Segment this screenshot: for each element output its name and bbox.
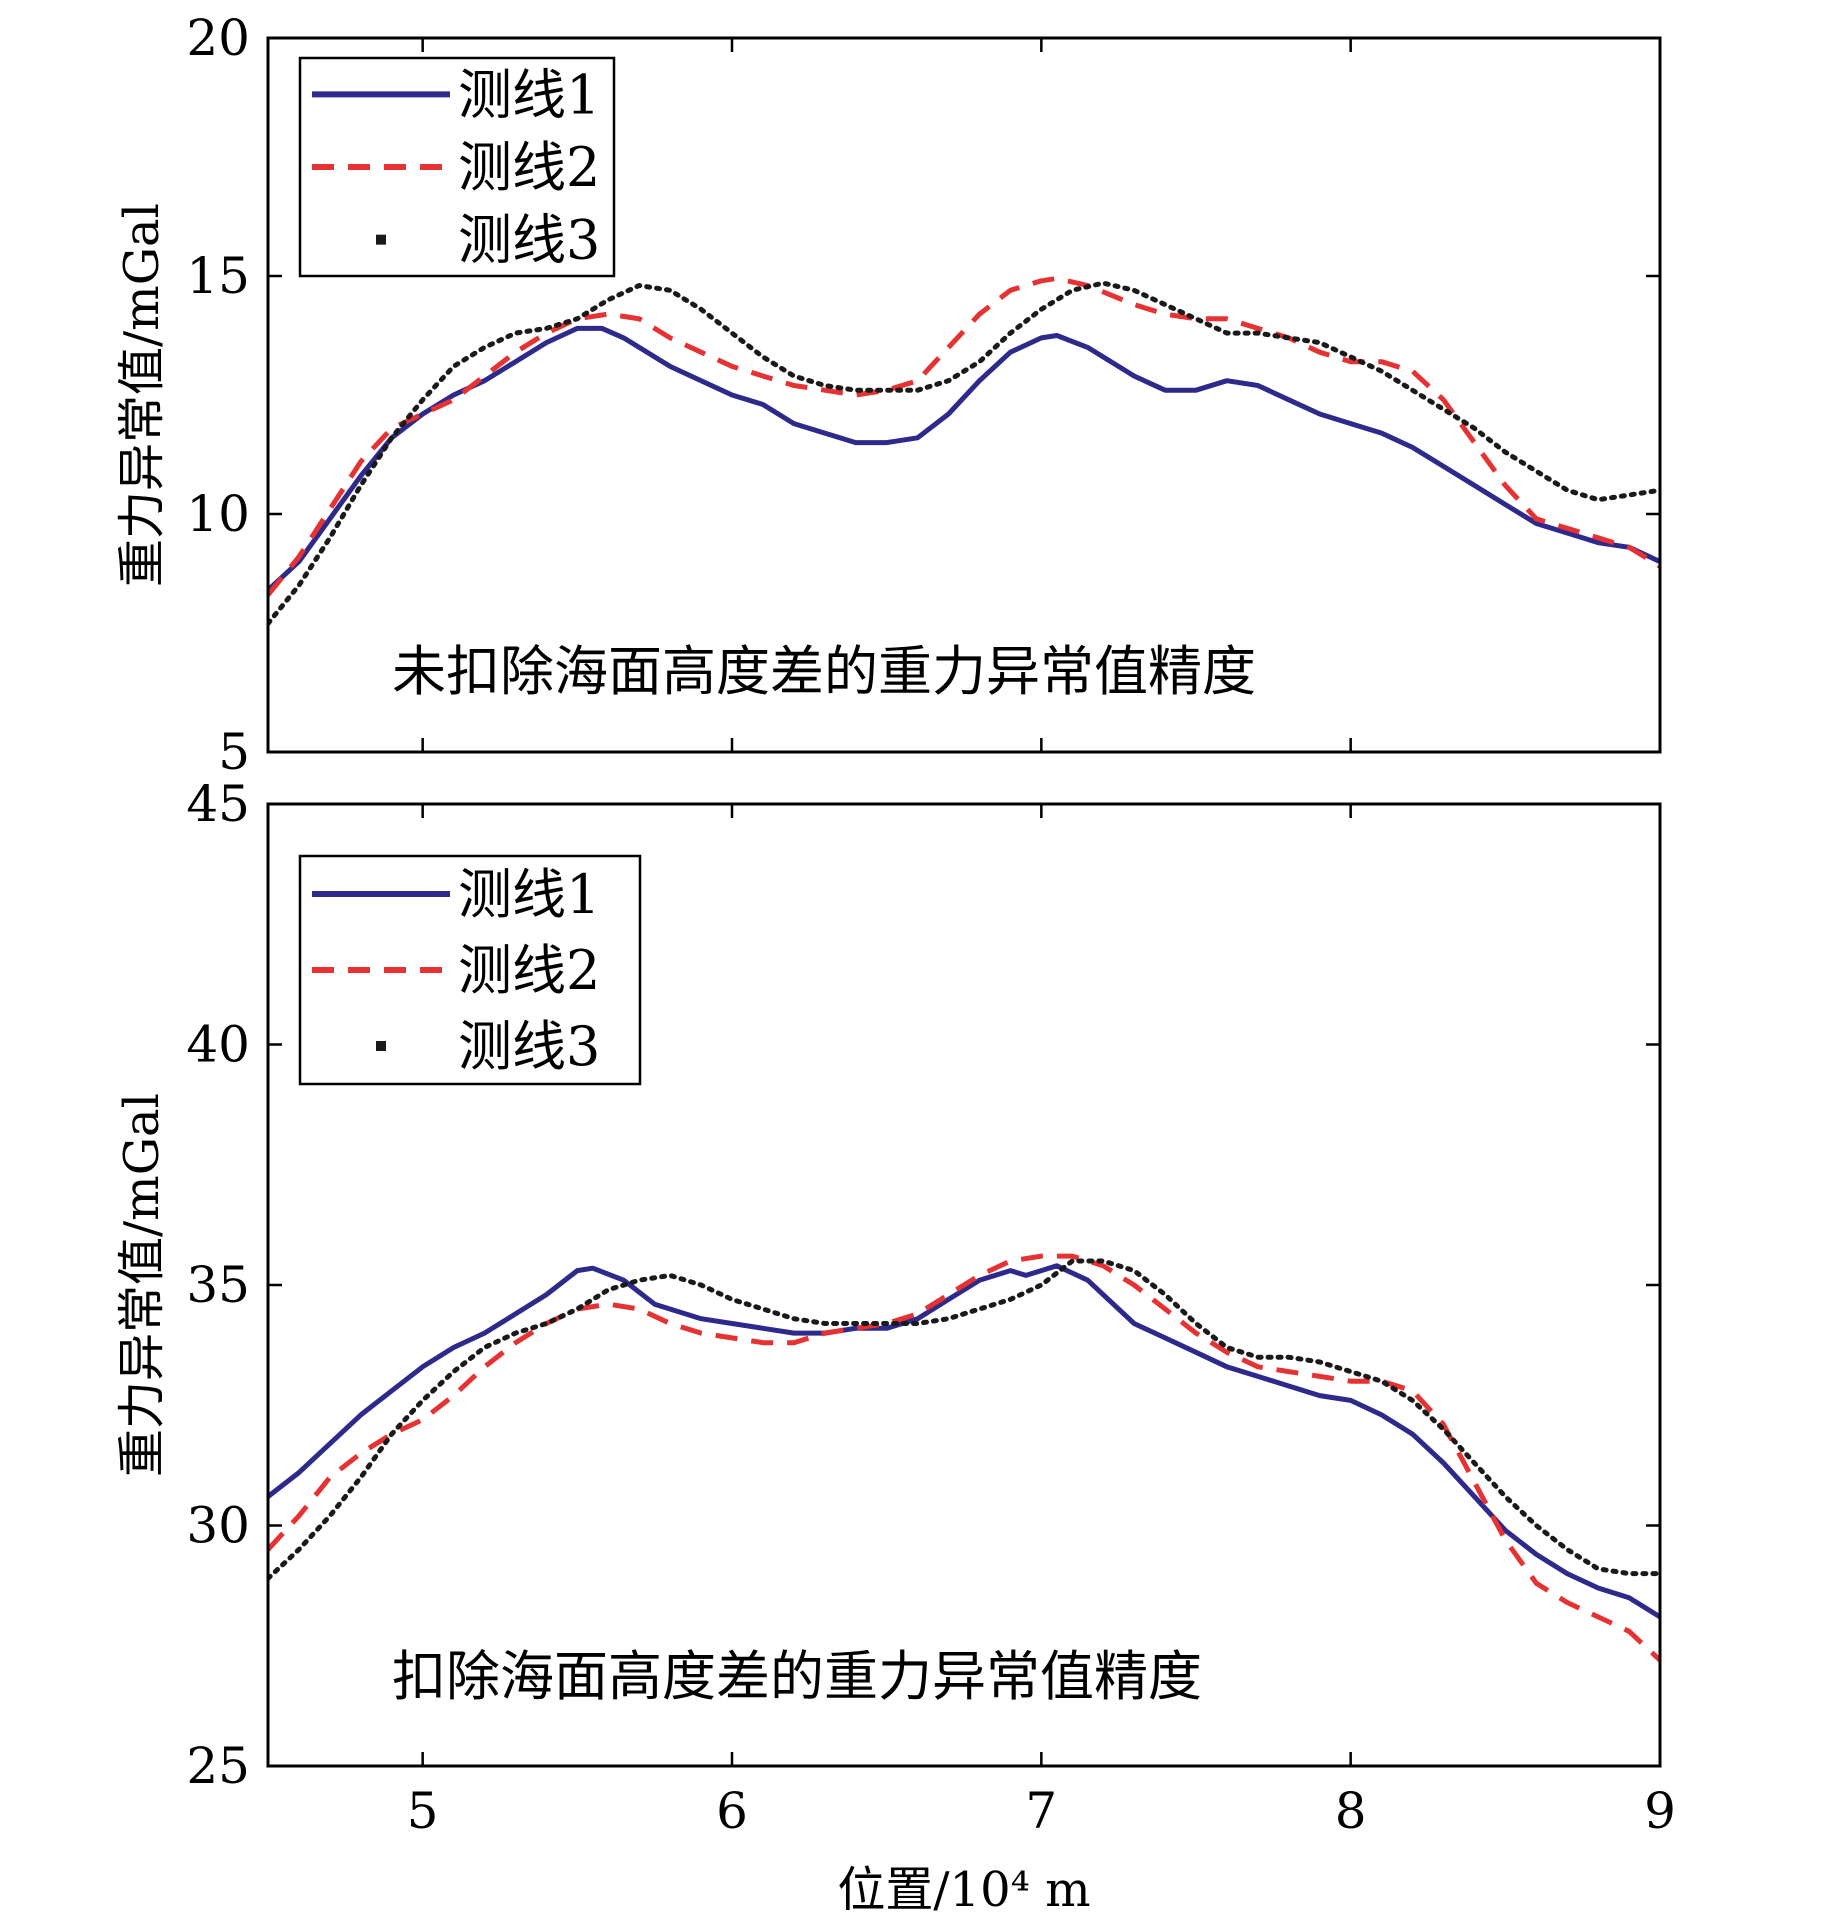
y-tick-label: 35 (186, 1256, 250, 1314)
legend-label: 测线2 (458, 939, 600, 1002)
legend-item: 测线1 (312, 63, 600, 126)
y-tick-label: 5 (218, 723, 250, 781)
legend: 测线1 测线2 测线3 (298, 56, 616, 278)
series-line-2 (268, 275, 1660, 597)
y-tick-label: 25 (186, 1737, 250, 1795)
panel-annotation: 未扣除海面高度差的重力异常值精度 (392, 640, 1256, 703)
panel-annotation: 扣除海面高度差的重力异常值精度 (392, 1645, 1202, 1708)
x-tick-label: 8 (1335, 1782, 1367, 1840)
legend-label: 测线1 (458, 63, 600, 126)
legend-label: 测线3 (458, 1015, 600, 1078)
chart-panel-1: 5101520重力异常值/mGal未扣除海面高度差的重力异常值精度测线1测线2测… (114, 9, 1662, 781)
plot-area (268, 275, 1660, 626)
legend: 测线1 测线2 测线3 (298, 854, 642, 1086)
x-tick-label: 6 (716, 1782, 748, 1840)
legend-item: 测线1 (312, 863, 600, 926)
legend-label: 测线1 (458, 863, 600, 926)
series-line-2 (268, 1253, 1660, 1663)
y-tick-label: 30 (186, 1497, 250, 1555)
legend-item: 测线2 (312, 939, 600, 1002)
y-axis-title: 重力异常值/mGal (114, 1093, 170, 1477)
y-axis-title: 重力异常值/mGal (114, 203, 170, 587)
y-tick-label: 45 (186, 775, 250, 833)
x-tick-label: 9 (1644, 1782, 1676, 1840)
series-line-1 (268, 325, 1660, 593)
legend-item: 测线2 (312, 136, 600, 199)
y-tick-label: 20 (186, 9, 250, 67)
chart-panel-2: 25 30 35 40 45 5 6 7 8 9 位置/10⁴ m 重力异常值/mGal 扣除海面高度差… (114, 775, 1676, 1918)
plot-area (268, 1253, 1660, 1663)
legend-label: 测线2 (458, 136, 600, 199)
x-tick-label: 7 (1025, 1782, 1057, 1840)
legend-item: 测线3 (376, 1015, 600, 1078)
axes-frame (266, 36, 1662, 754)
legend-item: 测线3 (376, 209, 600, 272)
y-tick-label: 40 (186, 1016, 250, 1074)
x-axis-title: 位置/10⁴ m (837, 1862, 1090, 1918)
x-tick-label: 5 (407, 1782, 439, 1840)
legend-label: 测线3 (458, 209, 600, 272)
series-line-3 (268, 280, 1660, 626)
y-tick-label: 10 (186, 485, 250, 543)
legend-swatch-marker (376, 234, 386, 245)
y-tick-label: 15 (186, 247, 250, 305)
series-line-3 (268, 1258, 1660, 1581)
legend-swatch-marker (376, 1041, 386, 1051)
series-line-1 (268, 1263, 1660, 1620)
